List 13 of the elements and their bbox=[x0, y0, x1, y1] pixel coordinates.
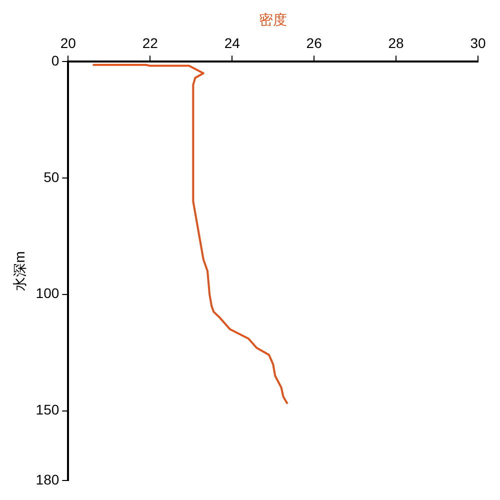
x-tick-label: 20 bbox=[60, 35, 76, 52]
y-tick-label: 150 bbox=[36, 402, 60, 418]
y-axis-title: 水深m bbox=[11, 251, 28, 291]
y-tick-label: 0 bbox=[51, 52, 60, 68]
x-tick-label: 30 bbox=[470, 35, 486, 52]
x-tick-label: 28 bbox=[388, 35, 404, 52]
x-axis-title: 密度 bbox=[259, 11, 288, 28]
y-tick-label: 180 bbox=[36, 471, 60, 488]
y-tick-label: 50 bbox=[44, 168, 60, 185]
x-tick-label: 22 bbox=[142, 35, 158, 52]
y-tick-label: 100 bbox=[36, 285, 60, 302]
x-tick-label: 24 bbox=[224, 35, 240, 52]
x-tick-label: 26 bbox=[306, 35, 322, 52]
